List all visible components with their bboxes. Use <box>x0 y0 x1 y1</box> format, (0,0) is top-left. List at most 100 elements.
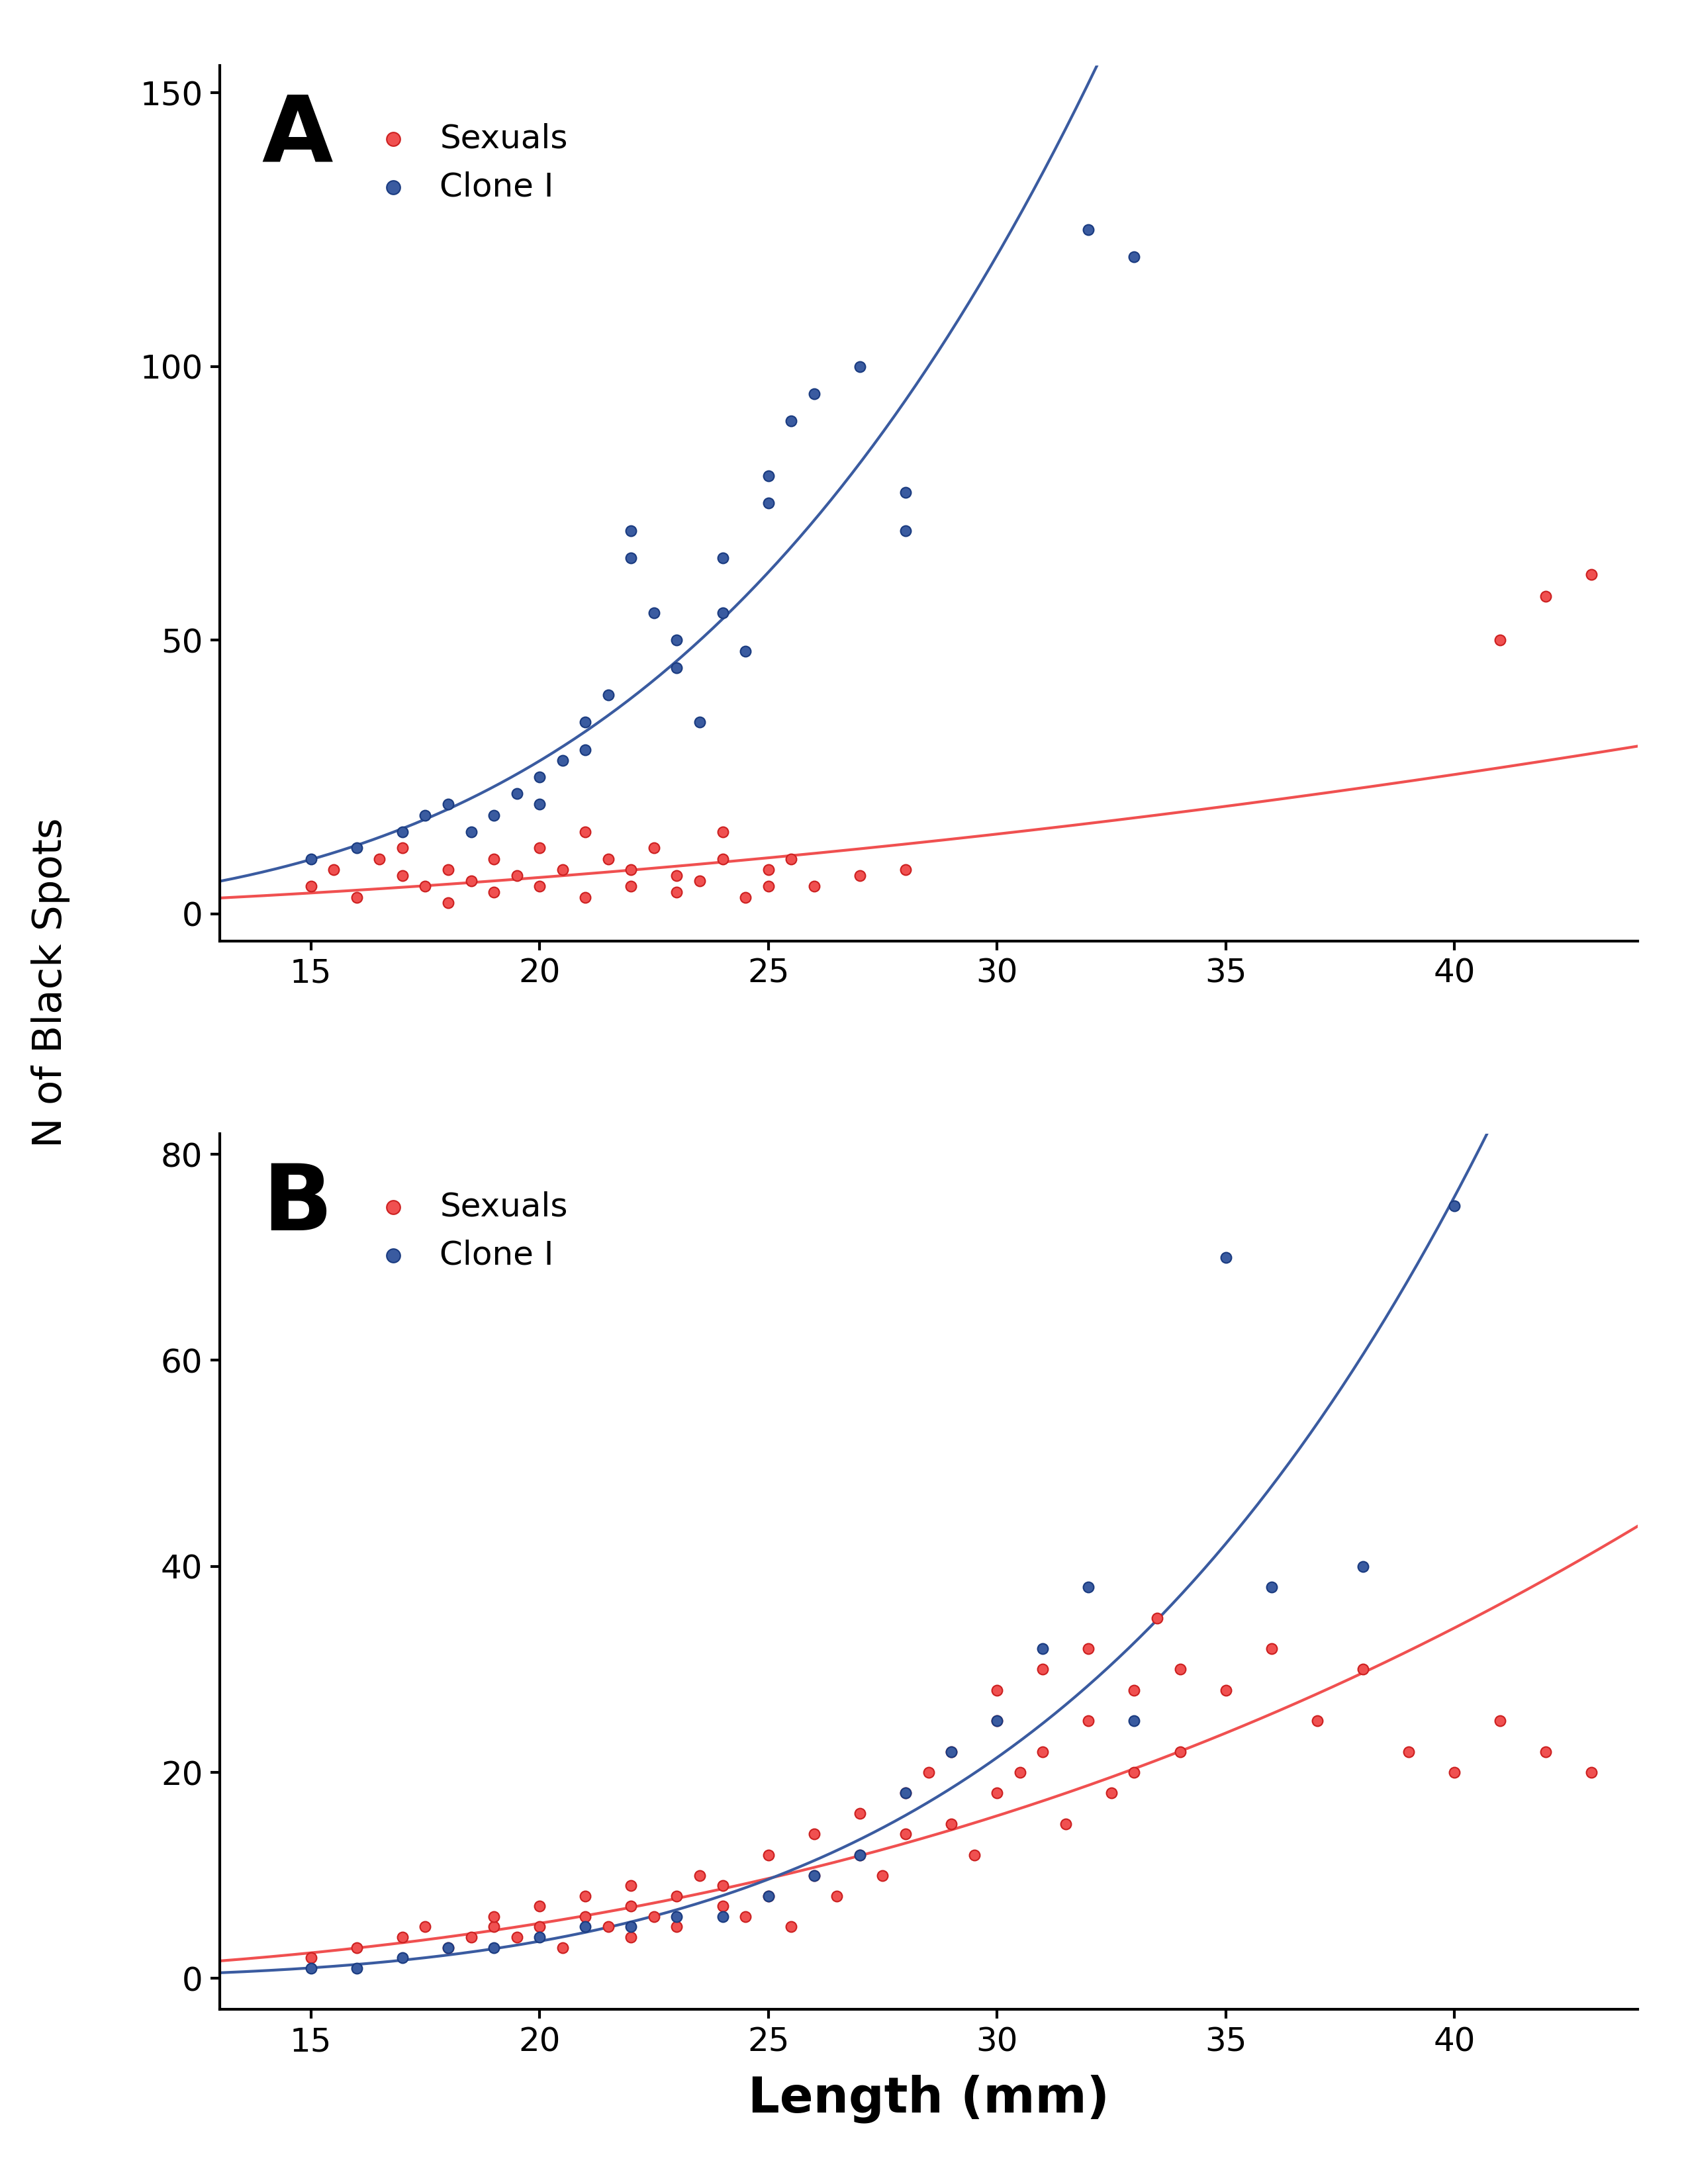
Sexuals <box>939 1806 966 1841</box>
Sexuals <box>481 874 508 909</box>
Clone I <box>618 513 645 548</box>
Sexuals <box>527 869 554 904</box>
Clone I <box>1258 1570 1285 1605</box>
Sexuals <box>1052 1806 1079 1841</box>
Clone I <box>434 1931 461 1966</box>
X-axis label: Length (mm): Length (mm) <box>748 2075 1109 2123</box>
Sexuals <box>984 1776 1011 1811</box>
Sexuals <box>1533 1734 1560 1769</box>
Clone I <box>1121 240 1148 275</box>
Sexuals <box>663 1878 690 1913</box>
Sexuals <box>594 1909 621 1944</box>
Clone I <box>434 786 461 821</box>
Sexuals <box>1258 1631 1285 1666</box>
Clone I <box>755 485 782 520</box>
Sexuals <box>503 858 530 893</box>
Sexuals <box>663 874 690 909</box>
Sexuals <box>1578 1756 1605 1791</box>
Sexuals <box>800 1859 827 1894</box>
Sexuals <box>733 1900 760 1935</box>
Sexuals <box>984 1673 1011 1708</box>
Clone I <box>709 1900 736 1935</box>
Sexuals <box>709 1867 736 1902</box>
Clone I <box>891 1776 918 1811</box>
Clone I <box>709 542 736 577</box>
Sexuals <box>915 1756 942 1791</box>
Clone I <box>1349 1548 1376 1583</box>
Sexuals <box>1030 1651 1057 1686</box>
Sexuals <box>778 841 805 876</box>
Sexuals <box>527 830 554 865</box>
Sexuals <box>618 1920 645 1955</box>
Sexuals <box>549 1931 576 1966</box>
Clone I <box>1442 1188 1469 1223</box>
Sexuals <box>1075 1631 1102 1666</box>
Sexuals <box>572 815 599 850</box>
Clone I <box>388 1939 415 1974</box>
Sexuals <box>366 841 393 876</box>
Clone I <box>709 596 736 631</box>
Clone I <box>412 797 439 832</box>
Sexuals <box>321 852 348 887</box>
Sexuals <box>1303 1704 1330 1738</box>
Sexuals <box>412 1909 439 1944</box>
Clone I <box>527 786 554 821</box>
Clone I <box>663 622 690 657</box>
Sexuals <box>527 1889 554 1924</box>
Sexuals <box>1166 1651 1193 1686</box>
Sexuals <box>733 880 760 915</box>
Sexuals <box>984 1704 1011 1738</box>
Sexuals <box>297 869 324 904</box>
Sexuals <box>618 1889 645 1924</box>
Sexuals <box>755 1878 782 1913</box>
Clone I <box>503 775 530 810</box>
Sexuals <box>1006 1756 1033 1791</box>
Clone I <box>640 596 667 631</box>
Sexuals <box>343 1931 370 1966</box>
Clone I <box>481 797 508 832</box>
Sexuals <box>549 852 576 887</box>
Sexuals <box>618 852 645 887</box>
Clone I <box>618 542 645 577</box>
Sexuals <box>640 1900 667 1935</box>
Clone I <box>297 841 324 876</box>
Text: B: B <box>262 1160 333 1249</box>
Sexuals <box>412 869 439 904</box>
Clone I <box>891 474 918 509</box>
Sexuals <box>1578 557 1605 592</box>
Sexuals <box>869 1859 896 1894</box>
Clone I <box>481 1931 508 1966</box>
Sexuals <box>939 1734 966 1769</box>
Sexuals <box>1487 1704 1514 1738</box>
Clone I <box>1121 1704 1148 1738</box>
Clone I <box>755 1878 782 1913</box>
Sexuals <box>846 858 873 893</box>
Sexuals <box>388 858 415 893</box>
Sexuals <box>457 863 484 898</box>
Sexuals <box>388 1920 415 1955</box>
Sexuals <box>481 1900 508 1935</box>
Clone I <box>846 1837 873 1872</box>
Clone I <box>663 1900 690 1935</box>
Sexuals <box>434 1931 461 1966</box>
Sexuals <box>1075 1704 1102 1738</box>
Clone I <box>527 760 554 795</box>
Sexuals <box>297 1939 324 1974</box>
Sexuals <box>891 1776 918 1811</box>
Sexuals <box>778 1909 805 1944</box>
Sexuals <box>960 1837 987 1872</box>
Sexuals <box>755 869 782 904</box>
Text: A: A <box>262 92 333 181</box>
Sexuals <box>709 841 736 876</box>
Sexuals <box>503 1920 530 1955</box>
Sexuals <box>891 1817 918 1852</box>
Sexuals <box>434 885 461 919</box>
Sexuals <box>846 1795 873 1830</box>
Clone I <box>778 404 805 439</box>
Sexuals <box>481 841 508 876</box>
Clone I <box>572 1909 599 1944</box>
Sexuals <box>663 1909 690 1944</box>
Sexuals <box>800 869 827 904</box>
Clone I <box>891 513 918 548</box>
Clone I <box>755 459 782 494</box>
